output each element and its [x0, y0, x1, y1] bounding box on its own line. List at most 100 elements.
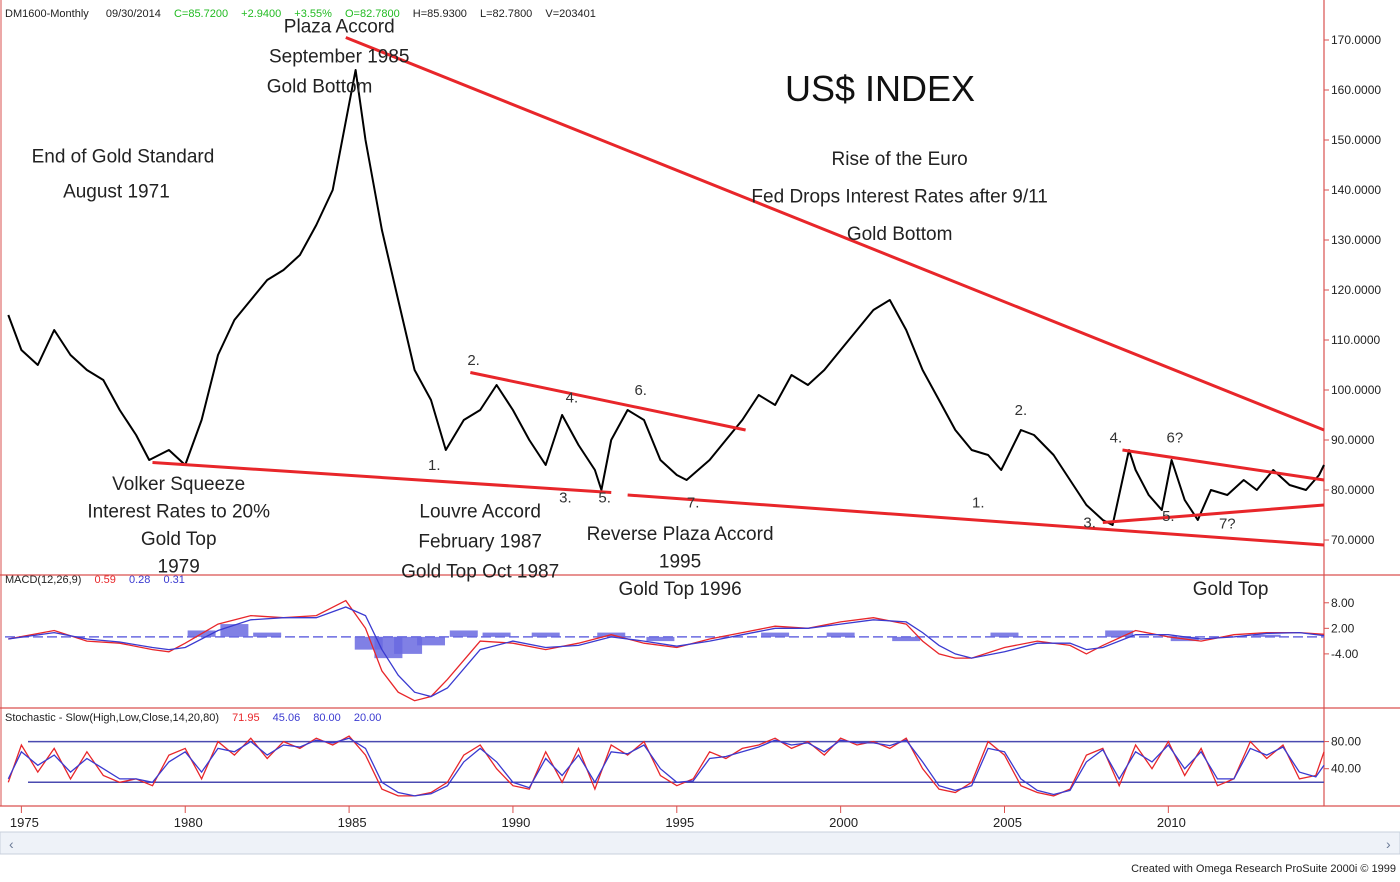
wave-label: 7?: [1219, 516, 1236, 533]
price-y-tick-label: 150.0000: [1331, 133, 1381, 147]
wave-label: 1.: [428, 457, 441, 474]
macd-histogram-bar: [1252, 634, 1281, 637]
x-tick-label: 2005: [993, 815, 1022, 830]
macd-label: MACD(12,26,9) 0.59 0.28 0.31: [5, 574, 185, 586]
macd-title: MACD(12,26,9): [5, 574, 81, 586]
annotation-text: September 1985: [269, 47, 410, 68]
annotation-text: 1979: [158, 557, 200, 578]
trendline: [627, 493, 1325, 547]
price-y-tick-label: 80.0000: [1331, 483, 1375, 497]
price-series-line: [7, 69, 1325, 526]
trendline: [152, 461, 612, 494]
stoch-y-tick-label: 40.00: [1331, 762, 1361, 776]
macd-histogram-bar: [253, 632, 282, 637]
trendline: [345, 36, 1325, 432]
wave-label: 1.: [972, 495, 985, 512]
x-tick-label: 2010: [1157, 815, 1186, 830]
macd-histogram-bar: [1105, 630, 1134, 637]
macd-y-tick-label: 8.00: [1331, 596, 1355, 610]
price-y-tick-label: 160.0000: [1331, 83, 1381, 97]
x-tick-label: 1985: [338, 815, 367, 830]
stoch-d-line: [7, 737, 1325, 797]
annotation-text: End of Gold Standard: [32, 147, 215, 168]
x-tick-label: 1975: [10, 815, 39, 830]
macd-histogram-bar: [417, 636, 446, 646]
wave-label: 6?: [1167, 430, 1184, 447]
wave-label: 5.: [598, 490, 611, 507]
macd-histogram-bar: [449, 630, 478, 637]
macd-signal-line: [8, 606, 1325, 698]
annotation-text: Interest Rates to 20%: [87, 502, 270, 523]
header-change-pct: +3.55%: [294, 8, 332, 20]
macd-histogram-bar: [482, 632, 511, 637]
stoch-title: Stochastic - Slow(High,Low,Close,14,20,8…: [5, 712, 219, 724]
trendline: [1102, 503, 1325, 524]
annotation-text: Gold Bottom: [267, 77, 373, 98]
wave-label: 5.: [1162, 508, 1175, 525]
annotation-text: Louvre Accord: [419, 502, 540, 523]
annotation-text: August 1971: [63, 182, 170, 203]
header-high: H=85.9300: [413, 8, 467, 20]
annotation-text: Gold Top: [1193, 579, 1269, 600]
price-y-tick-label: 130.0000: [1331, 233, 1381, 247]
macd-histogram-bar: [826, 632, 855, 637]
x-tick-label: 1980: [174, 815, 203, 830]
scroll-right-arrow-icon[interactable]: ›: [1386, 836, 1391, 852]
annotation-text: Reverse Plaza Accord: [587, 524, 774, 545]
annotation-text: Gold Top: [141, 529, 217, 550]
price-y-tick-label: 70.0000: [1331, 533, 1375, 547]
price-y-tick-label: 120.0000: [1331, 283, 1381, 297]
wave-label: 2.: [467, 352, 480, 369]
annotation-text: Rise of the Euro: [832, 149, 968, 170]
trendline: [1122, 448, 1325, 482]
price-y-tick-label: 170.0000: [1331, 33, 1381, 47]
macd-line: [8, 599, 1325, 702]
wave-label: 3.: [559, 490, 572, 507]
stoch-upper-value: 80.00: [313, 712, 341, 724]
macd-y-tick-label: -4.00: [1331, 647, 1359, 661]
macd-histogram-bar: [892, 636, 921, 642]
macd-histogram-bar: [531, 632, 560, 637]
wave-label: 2.: [1015, 402, 1028, 419]
x-tick-label: 2000: [829, 815, 858, 830]
annotation-text: Volker Squeeze: [112, 474, 245, 495]
header-low: L=82.7800: [480, 8, 532, 20]
horizontal-scrollbar[interactable]: [0, 831, 1400, 855]
stoch-k-value: 71.95: [232, 712, 260, 724]
stoch-lower-value: 20.00: [354, 712, 382, 724]
x-tick-label: 1995: [665, 815, 694, 830]
header-open: O=82.7800: [345, 8, 400, 20]
stoch-label: Stochastic - Slow(High,Low,Close,14,20,8…: [5, 712, 381, 724]
annotation-text: Gold Top Oct 1987: [401, 562, 559, 583]
annotation-text: 1995: [659, 552, 701, 573]
macd-signal-value: 0.28: [129, 574, 150, 586]
stoch-d-value: 45.06: [273, 712, 301, 724]
wave-label: 4.: [566, 390, 579, 407]
price-y-tick-label: 90.0000: [1331, 433, 1375, 447]
stoch-k-line: [7, 735, 1325, 797]
annotation-text: Plaza Accord: [284, 17, 395, 38]
plot-layer: 1975 1980 1985 1990 1995 2000 2005 2010 170.0000…: [0, 0, 1400, 830]
header-symbol: DM1600-Monthly: [5, 8, 89, 20]
chart-title: US$ INDEX: [785, 68, 975, 109]
x-tick-label: 1990: [501, 815, 530, 830]
macd-histogram-bar: [220, 624, 249, 637]
trendline: [470, 371, 746, 432]
macd-histogram-bar: [394, 636, 423, 654]
price-y-tick-label: 110.0000: [1331, 333, 1380, 347]
price-y-tick-label: 140.0000: [1331, 183, 1381, 197]
wave-label: 7.: [687, 495, 700, 512]
macd-histogram-bar: [646, 636, 675, 642]
header-volume: V=203401: [545, 8, 595, 20]
wave-label: 3.: [1083, 515, 1096, 532]
footer-credit: Created with Omega Research ProSuite 200…: [1131, 863, 1396, 875]
wave-label: 6.: [634, 382, 647, 399]
header-date: 09/30/2014: [106, 8, 161, 20]
scroll-left-arrow-icon[interactable]: ‹: [9, 836, 14, 852]
macd-value: 0.59: [94, 574, 115, 586]
stoch-y-tick-label: 80.00: [1331, 735, 1361, 749]
header-text: DM1600-Monthly 09/30/2014 C=85.7200 +2.9…: [5, 8, 596, 20]
